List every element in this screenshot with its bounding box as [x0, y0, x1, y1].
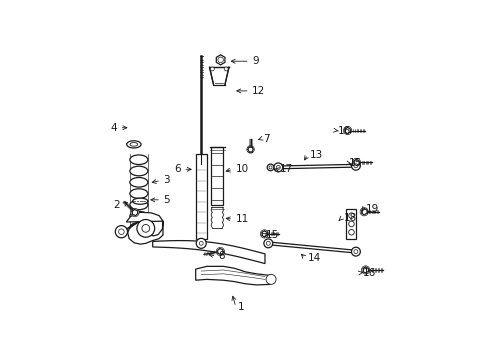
Bar	[196, 154, 207, 239]
Polygon shape	[262, 231, 267, 237]
Ellipse shape	[130, 143, 138, 146]
Text: 15: 15	[266, 230, 279, 240]
Text: 4: 4	[111, 123, 117, 133]
Polygon shape	[196, 266, 270, 285]
Circle shape	[131, 208, 139, 217]
Ellipse shape	[130, 166, 148, 176]
Circle shape	[218, 57, 223, 63]
Text: 18: 18	[343, 213, 357, 224]
Circle shape	[267, 241, 270, 245]
Circle shape	[210, 67, 214, 71]
Text: 17: 17	[280, 164, 293, 174]
Polygon shape	[248, 147, 253, 152]
Circle shape	[352, 158, 361, 167]
Circle shape	[266, 274, 276, 284]
Ellipse shape	[130, 211, 148, 221]
Polygon shape	[362, 209, 367, 215]
Polygon shape	[345, 127, 350, 134]
Circle shape	[260, 230, 269, 238]
Circle shape	[216, 247, 224, 256]
Text: 6: 6	[174, 164, 181, 174]
Text: 2: 2	[113, 201, 120, 210]
Polygon shape	[363, 267, 368, 273]
Text: 13: 13	[310, 150, 323, 159]
Circle shape	[142, 225, 149, 232]
Circle shape	[362, 266, 370, 274]
Circle shape	[199, 242, 203, 245]
Circle shape	[224, 67, 228, 71]
Text: 1: 1	[238, 302, 245, 312]
Text: 14: 14	[307, 253, 320, 263]
Ellipse shape	[130, 222, 148, 232]
Text: 7: 7	[263, 134, 270, 144]
Ellipse shape	[133, 198, 148, 204]
Circle shape	[137, 220, 155, 237]
Circle shape	[349, 213, 354, 219]
Polygon shape	[216, 55, 225, 65]
Polygon shape	[132, 210, 138, 216]
Circle shape	[276, 165, 280, 170]
Polygon shape	[210, 67, 229, 85]
Circle shape	[360, 208, 368, 216]
Text: 11: 11	[235, 214, 248, 224]
Ellipse shape	[130, 200, 148, 210]
Ellipse shape	[269, 166, 272, 169]
Circle shape	[115, 226, 127, 238]
Polygon shape	[268, 242, 356, 253]
Polygon shape	[126, 212, 163, 244]
Polygon shape	[218, 248, 223, 255]
Circle shape	[274, 163, 283, 172]
Ellipse shape	[130, 155, 148, 165]
Text: 8: 8	[219, 251, 225, 261]
Ellipse shape	[126, 141, 141, 148]
Ellipse shape	[130, 189, 148, 198]
Text: 9: 9	[252, 56, 259, 66]
Text: 16: 16	[338, 126, 351, 135]
Circle shape	[343, 126, 352, 135]
Circle shape	[264, 239, 273, 248]
Text: 10: 10	[235, 164, 248, 174]
Circle shape	[351, 247, 360, 256]
Circle shape	[351, 161, 360, 170]
Ellipse shape	[267, 164, 274, 171]
Bar	[211, 147, 223, 205]
Polygon shape	[354, 159, 359, 166]
Polygon shape	[278, 164, 356, 169]
Text: 3: 3	[163, 175, 170, 185]
Polygon shape	[153, 240, 265, 264]
Text: 5: 5	[163, 195, 170, 205]
Text: 19: 19	[366, 204, 379, 214]
Polygon shape	[346, 209, 356, 239]
Circle shape	[354, 164, 358, 168]
Circle shape	[354, 249, 358, 254]
Circle shape	[349, 229, 354, 235]
Circle shape	[349, 221, 354, 227]
Circle shape	[119, 229, 124, 234]
Circle shape	[196, 238, 206, 248]
Text: 16: 16	[363, 268, 376, 278]
Text: 12: 12	[252, 86, 265, 96]
Ellipse shape	[130, 177, 148, 187]
Text: 15: 15	[349, 158, 362, 168]
Circle shape	[247, 146, 254, 153]
